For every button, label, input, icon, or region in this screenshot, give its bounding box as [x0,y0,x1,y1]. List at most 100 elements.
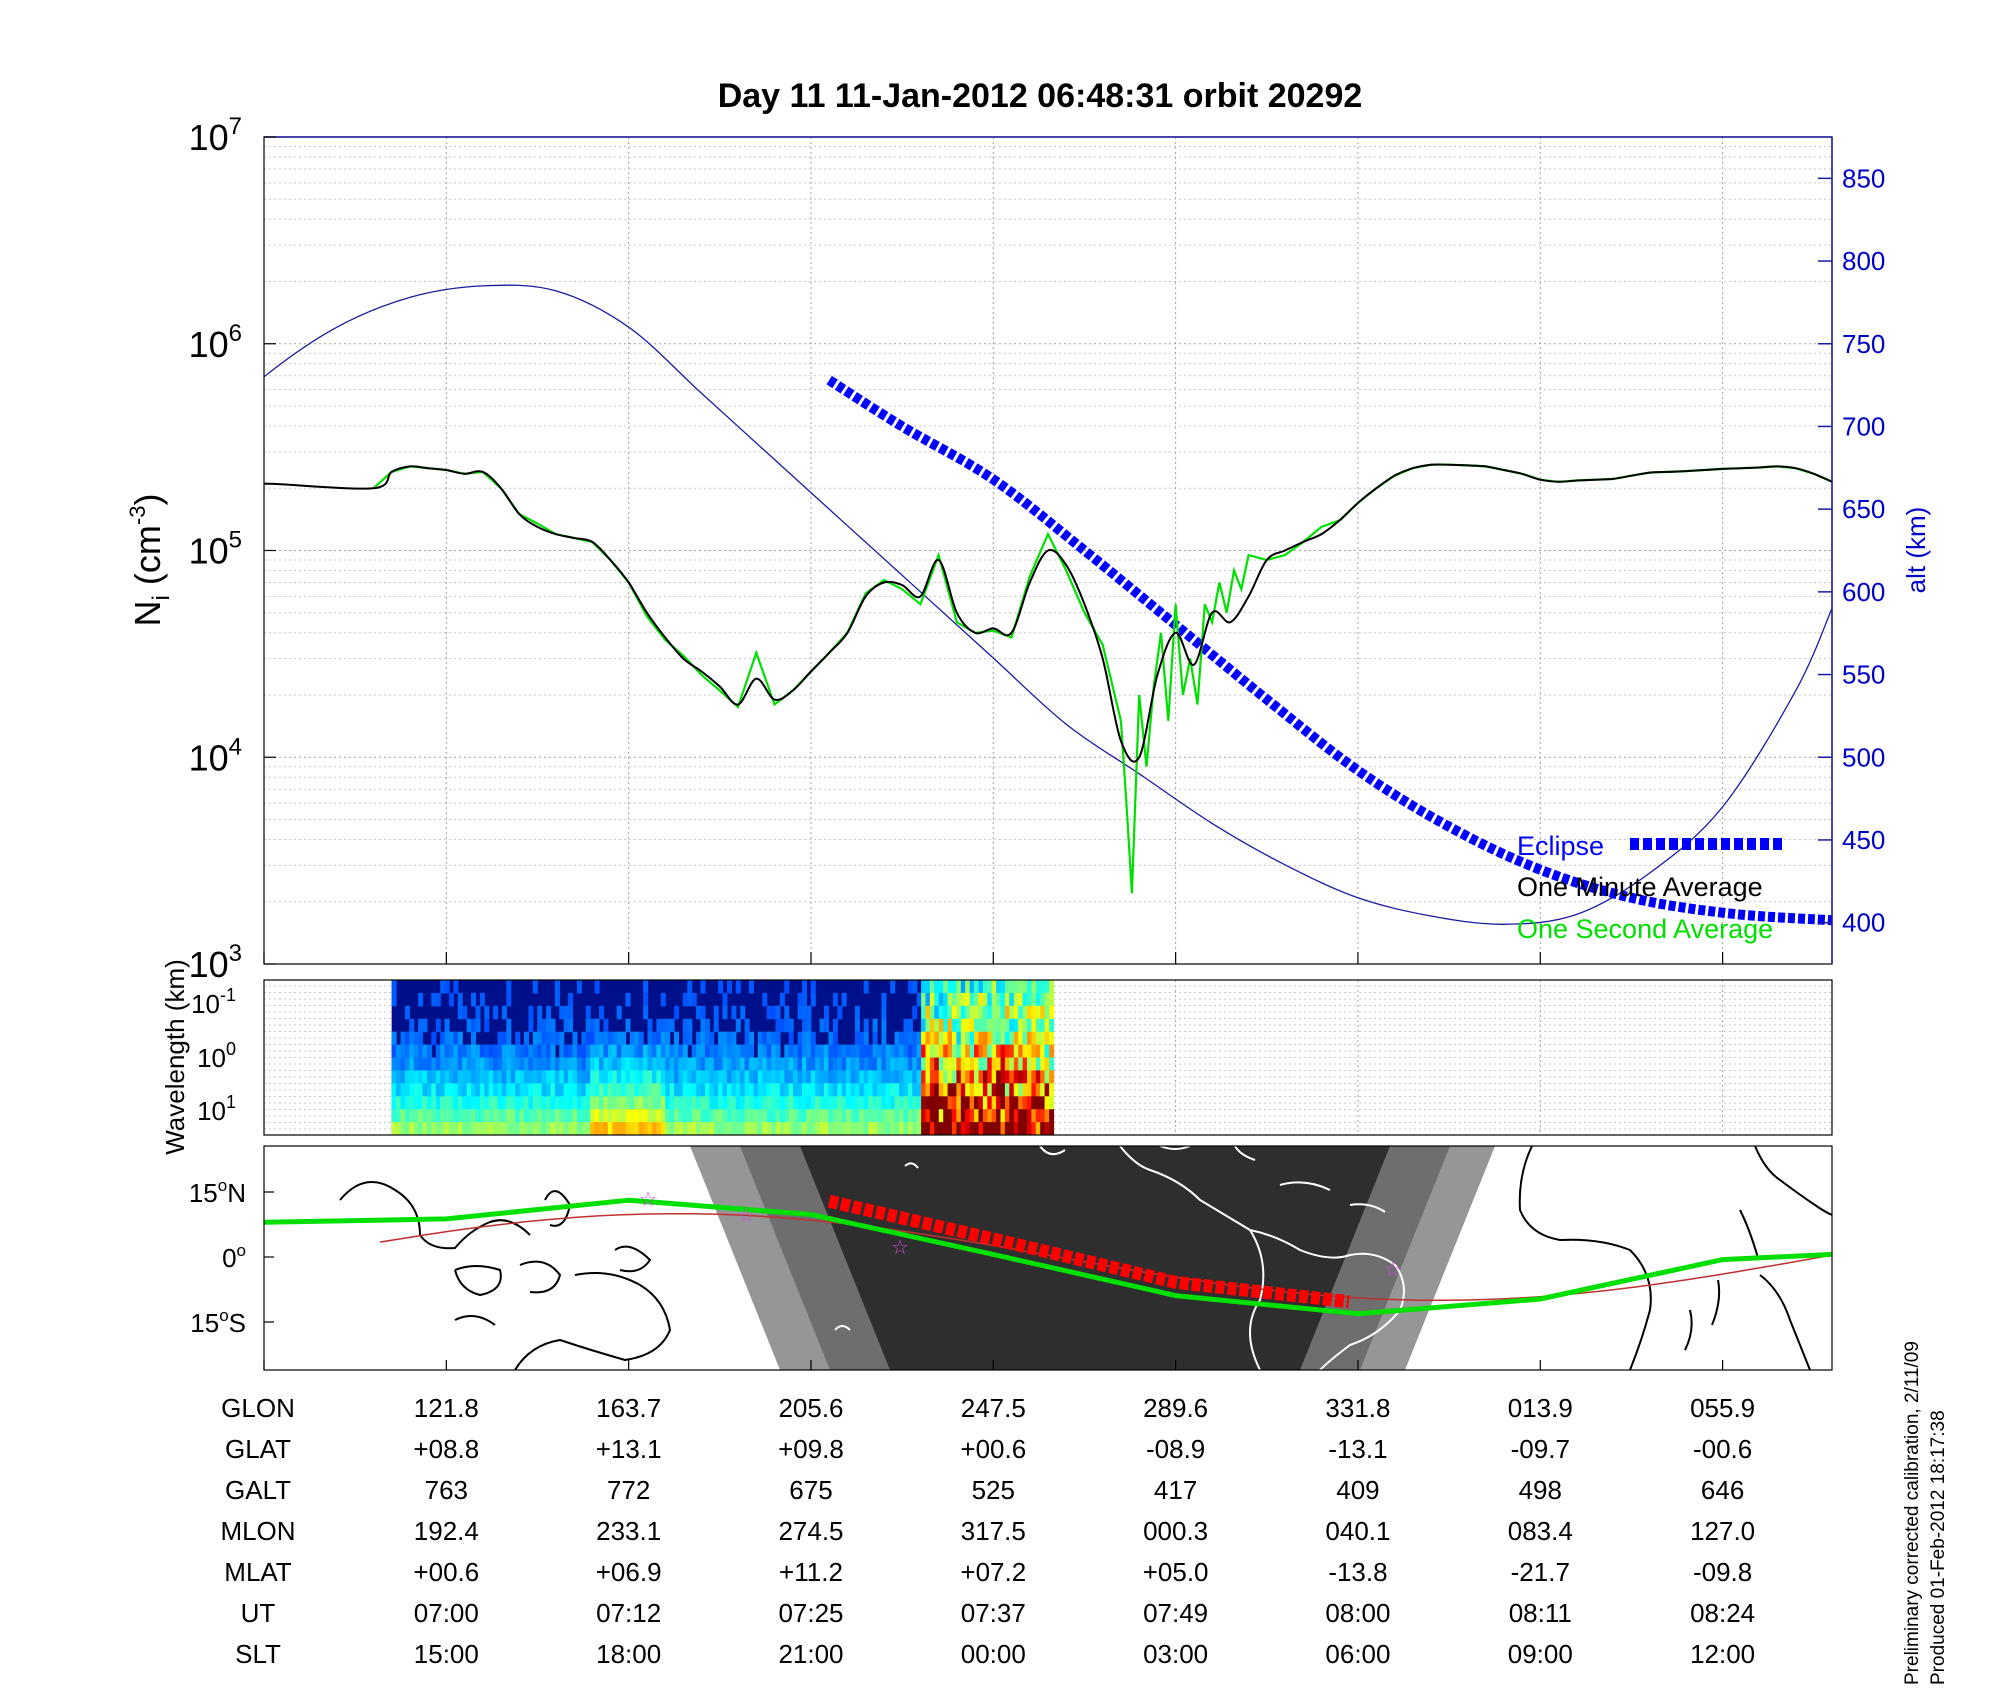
spectrogram-cell [563,1096,569,1110]
spectrogram-cell [519,1044,525,1059]
spectrogram-cell [466,1122,472,1135]
svg-text:Ni (cm-3): Ni (cm-3) [125,494,175,627]
spectrogram-cell [453,1096,459,1110]
spectrogram-cell [541,1044,547,1059]
spectrogram-cell [625,1083,631,1097]
spectrogram-cell [802,1096,807,1110]
spectrogram-cell [987,1031,993,1046]
table-cell: 18:00 [596,1639,661,1669]
spectrogram-cell [471,992,476,1007]
spectrogram-cell [815,1070,821,1084]
spectrogram-cell [828,1083,834,1097]
spectrogram-cell [731,1044,737,1059]
spectrogram-cell [1018,1083,1024,1097]
spectrogram-cell [907,1122,913,1135]
spectrogram-cell [978,1070,984,1084]
table-row: UT 07:00 07:12 07:25 07:37 07:49 08:00 08:11 08:… [241,1598,1755,1628]
spectrogram-cell [952,1018,957,1033]
spectrogram-cell [554,980,560,994]
spectrogram-cell [740,1005,746,1020]
spectrogram-cell [453,1044,459,1059]
spectrogram-cell [841,1044,847,1059]
spectrogram-cell [559,1005,565,1020]
spectrogram-cell [506,1122,512,1135]
spectrogram-cell [969,1018,975,1033]
spectrogram-cell [687,1070,693,1084]
spectrogram-cell [925,980,931,994]
spectrogram-cell [872,1031,878,1046]
table-cell: 331.8 [1325,1393,1390,1423]
spectrogram-cell [493,1096,499,1110]
table-cell: 192.4 [414,1516,479,1546]
spectrogram-cell [400,1031,406,1046]
spectrogram-cell [537,1018,543,1033]
spectrogram-cell [978,980,984,994]
spectrogram-cell [400,1083,406,1097]
spectrogram-cell [563,1109,569,1123]
spectrogram-cell [974,980,979,994]
spectrogram-cell [943,980,949,994]
spectrogram-cell [828,1031,834,1046]
spectrogram-cell [444,1018,450,1033]
spectrogram-cell [607,1096,613,1110]
spectrogram-cell [603,1070,609,1084]
spectrogram-cell [1027,1005,1032,1020]
spectrogram-cell [590,1122,596,1135]
spectrogram-cell [409,1122,415,1135]
spectrogram-cell [682,1070,688,1084]
spectrogram-cell [881,1005,887,1020]
spectrogram-cell [899,1031,904,1046]
spectrogram-cell [444,1057,450,1071]
spectrogram-cell [457,992,463,1007]
spectrogram-cell [479,1070,485,1084]
spectrogram-cell [559,1031,565,1046]
spectrogram-cell [735,1096,741,1110]
spectrogram-cell [771,1044,777,1059]
spectrogram-cell [929,1031,935,1046]
spectrogram-cell [899,1057,904,1071]
spectrogram-cell [1013,1070,1019,1084]
spectrogram-cell [731,1083,737,1097]
spectrogram-cell [1040,980,1046,994]
spectrogram-cell [413,1109,419,1123]
spectrogram-cell [493,1044,499,1059]
spectrogram-cell [766,1044,772,1059]
table-row: GLON 121.8 163.7 205.6 247.5 289.6 331.8 013.9 0… [221,1393,1755,1423]
spectrogram-cell [444,1031,450,1046]
spectrogram-cell [929,1096,935,1110]
spectrogram-cell [894,1109,900,1123]
spectrogram-cell [422,1057,428,1071]
spectrogram-cell [621,1109,627,1123]
spectrogram-cell [806,1031,812,1046]
spectrogram-cell [1027,992,1032,1007]
altitude-tick-label: 450 [1842,825,1885,855]
spectrogram-cell [943,1018,949,1033]
spectrogram-cell [471,1109,476,1123]
spectrogram-cell [510,1096,516,1110]
spectrogram-cell [846,1044,852,1059]
spectrogram-cell [435,1044,441,1059]
spectrogram-cell [515,1031,521,1046]
table-cell: -13.1 [1328,1434,1387,1464]
spectrogram-cell [907,1096,913,1110]
spectrogram-cell [775,1083,781,1097]
spectrogram-cell [435,1057,441,1071]
spectrogram-cell [1027,1122,1032,1135]
spectrogram-cell [824,1018,829,1033]
spectrogram-cell [824,1070,829,1084]
spectrogram-cell [422,1122,428,1135]
spectrogram-cell [634,1031,640,1046]
spectrogram-cell [965,1057,971,1071]
spectrogram-cell [1031,1096,1037,1110]
eclipse-segment [826,375,1832,926]
spectrogram-cell [731,1070,737,1084]
spectrogram-cell [568,1122,574,1135]
spectrogram-cell [603,1018,609,1033]
spectrogram-cell [484,1018,490,1033]
spectrogram-cell [991,980,997,994]
spectrogram-cell [810,980,816,994]
spectrogram-cell [576,1057,582,1071]
spectrogram-cell [418,1044,424,1059]
